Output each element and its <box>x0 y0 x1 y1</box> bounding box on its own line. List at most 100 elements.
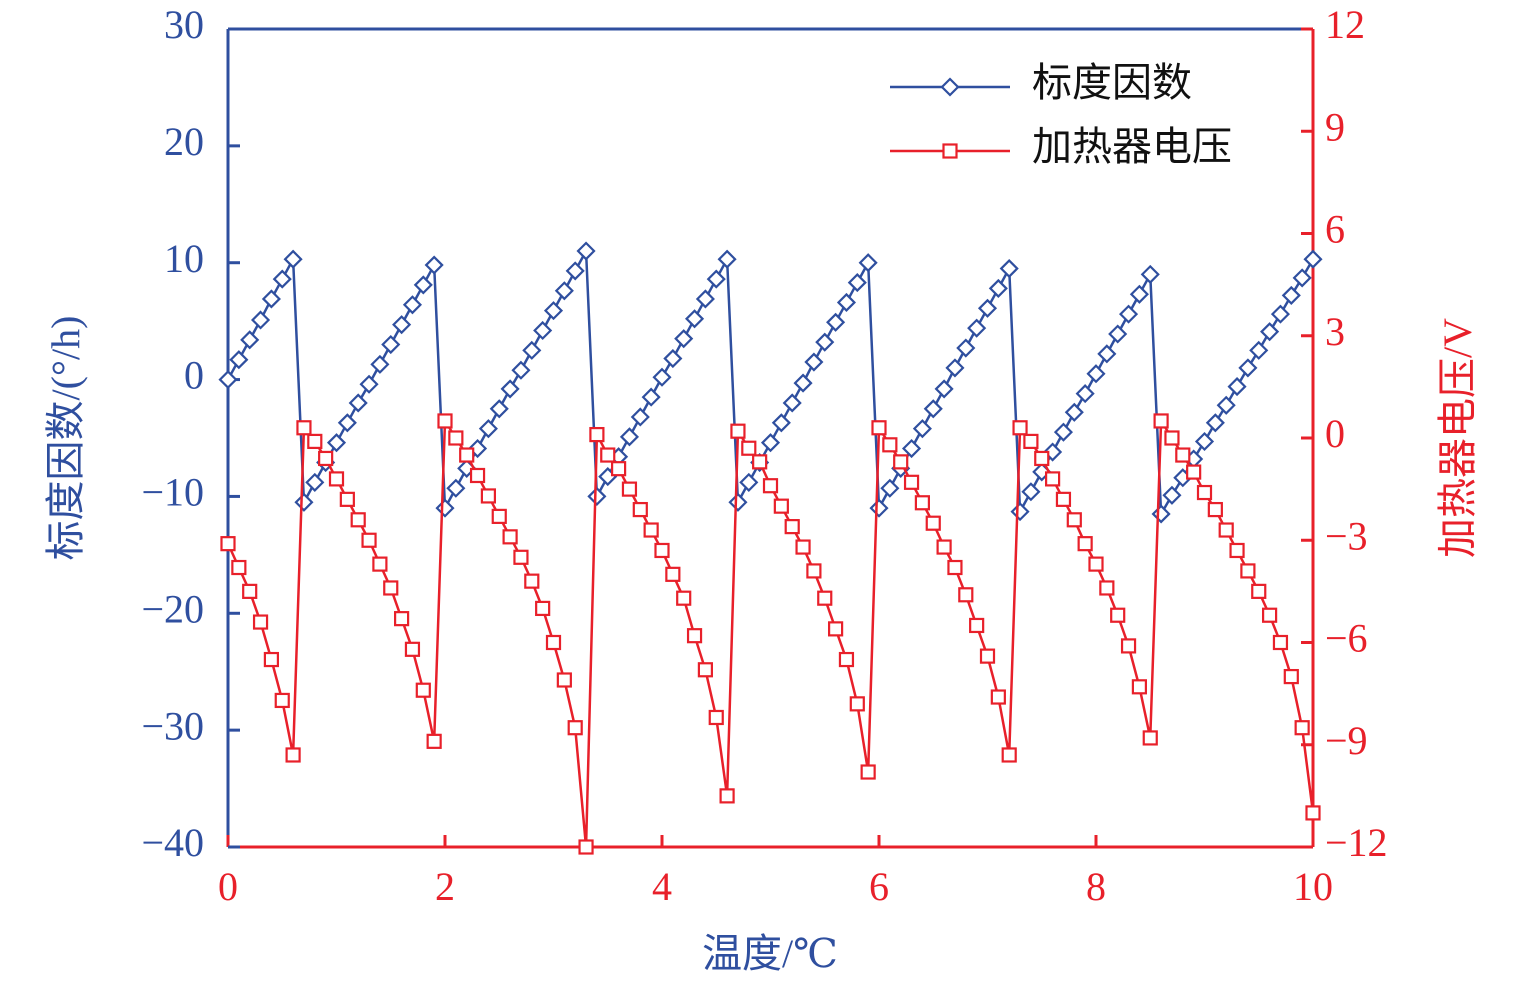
marker-diamond <box>1249 340 1269 360</box>
marker-square <box>665 566 681 582</box>
marker-square <box>415 682 431 698</box>
marker-square <box>1034 450 1050 467</box>
marker-square <box>903 474 920 490</box>
marker-square <box>220 536 236 552</box>
marker-square <box>730 423 746 439</box>
marker-diamond <box>1303 249 1323 269</box>
marker-diamond <box>576 241 596 261</box>
marker-square <box>773 498 789 514</box>
marker-diamond <box>392 315 412 335</box>
marker-diamond <box>240 330 260 350</box>
marker-diamond <box>967 318 987 338</box>
marker-square <box>567 720 583 736</box>
marker-diamond <box>988 278 1008 298</box>
marker-diamond <box>1151 504 1171 524</box>
marker-square <box>621 481 638 497</box>
marker-diamond <box>1205 413 1225 433</box>
marker-square <box>1261 607 1278 623</box>
marker-square <box>849 696 865 712</box>
marker-square <box>719 788 735 804</box>
marker-diamond <box>793 373 813 393</box>
marker-square <box>1120 638 1137 654</box>
marker-square <box>942 143 958 159</box>
marker-diamond <box>1021 482 1041 502</box>
y2-tick-label: −9 <box>1325 718 1368 763</box>
marker-square <box>762 478 779 494</box>
marker-square <box>1055 491 1072 507</box>
marker-square <box>578 839 594 855</box>
marker-diamond <box>261 289 281 309</box>
marker-square <box>676 590 692 606</box>
marker-diamond <box>940 77 960 97</box>
marker-diamond <box>771 413 791 433</box>
marker-diamond <box>446 478 466 498</box>
marker-square <box>469 467 486 484</box>
marker-square <box>252 614 269 630</box>
y-tick-label: 30 <box>164 2 204 47</box>
marker-diamond <box>283 249 303 269</box>
marker-diamond <box>326 433 347 453</box>
marker-square <box>1088 556 1104 572</box>
marker-diamond <box>630 407 650 427</box>
marker-square <box>372 556 388 572</box>
marker-square <box>806 563 822 579</box>
marker-diamond <box>619 427 640 447</box>
marker-diamond <box>934 379 954 399</box>
marker-square <box>686 628 703 644</box>
marker-square <box>1044 471 1061 487</box>
marker-square <box>285 747 301 763</box>
marker-diamond <box>1010 502 1030 522</box>
marker-square <box>936 539 952 555</box>
marker-square <box>632 501 648 518</box>
marker-square <box>1305 805 1321 821</box>
marker-square <box>556 672 572 688</box>
marker-diamond <box>565 261 585 281</box>
y-tick-label: −40 <box>141 820 204 865</box>
legend-label: 加热器电压 <box>1032 124 1232 169</box>
marker-square <box>838 651 855 668</box>
y-tick-label: −20 <box>141 586 204 631</box>
marker-diamond <box>348 393 368 413</box>
marker-square <box>307 433 323 450</box>
marker-square <box>394 611 410 627</box>
y2-tick-label: −6 <box>1325 616 1368 661</box>
marker-diamond <box>1270 304 1291 324</box>
marker-square <box>752 454 768 470</box>
marker-square <box>979 648 996 664</box>
marker-diamond <box>500 379 520 399</box>
marker-square <box>708 709 724 726</box>
marker-square <box>491 508 507 524</box>
marker-diamond <box>1227 377 1247 397</box>
marker-square <box>914 495 931 511</box>
marker-square <box>1196 484 1213 501</box>
marker-square <box>350 512 366 528</box>
marker-square <box>589 426 605 443</box>
y-axis-label: 标度因数/(°/h) <box>43 316 88 561</box>
marker-square <box>860 764 876 780</box>
x-tick-label: 6 <box>869 864 889 909</box>
x-tick-label: 2 <box>435 864 455 909</box>
x-tick-label: 4 <box>652 864 672 909</box>
marker-diamond <box>847 273 867 293</box>
marker-diamond <box>880 478 900 498</box>
marker-diamond <box>218 370 238 390</box>
x-tick-label: 8 <box>1086 864 1106 909</box>
marker-diamond <box>250 310 271 330</box>
marker-diamond <box>706 269 726 289</box>
marker-diamond <box>435 498 455 518</box>
marker-square <box>1012 420 1028 436</box>
y2-tick-label: 12 <box>1325 2 1365 47</box>
marker-diamond <box>695 289 715 309</box>
marker-square <box>1218 522 1234 538</box>
marker-square <box>1142 730 1158 746</box>
marker-diamond <box>522 340 542 360</box>
marker-diamond <box>272 269 292 289</box>
marker-square <box>1110 607 1126 623</box>
marker-square <box>1066 512 1082 528</box>
marker-diamond <box>1162 485 1182 505</box>
marker-diamond <box>858 253 878 273</box>
marker-diamond <box>901 438 922 459</box>
marker-diamond <box>305 472 325 492</box>
marker-diamond <box>587 486 607 506</box>
